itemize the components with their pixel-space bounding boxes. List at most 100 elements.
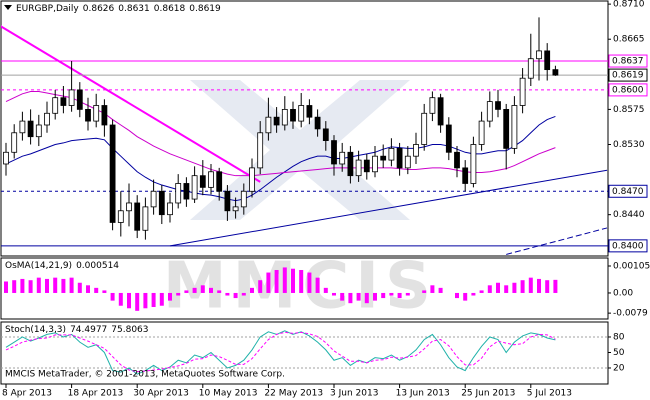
candle-body bbox=[60, 97, 67, 106]
candle-body bbox=[552, 69, 559, 76]
osma-bar bbox=[323, 287, 328, 293]
osma-bar bbox=[12, 280, 17, 293]
level-label-box bbox=[608, 54, 648, 68]
x-tick-label: 30 Apr 2013 bbox=[133, 389, 189, 399]
indicator-name: OsMA(14,21,9) bbox=[5, 261, 72, 271]
panel-content bbox=[1, 17, 608, 255]
candle-body bbox=[76, 89, 83, 110]
y-tick-label: 0.8530 bbox=[613, 140, 645, 150]
indicator-value: 0.8618 bbox=[154, 4, 186, 14]
osma-bar bbox=[405, 292, 410, 296]
x-tick-label: 13 Jun 2013 bbox=[396, 389, 450, 399]
osma-bar bbox=[20, 278, 25, 293]
candle-body bbox=[478, 120, 485, 145]
osma-bar bbox=[545, 280, 550, 293]
candle-body bbox=[404, 155, 411, 169]
osma-bar bbox=[110, 292, 115, 301]
candle-body bbox=[109, 124, 116, 223]
y-tick-label: 20 bbox=[613, 363, 625, 373]
osma-bar bbox=[348, 292, 353, 304]
osma-bar bbox=[151, 292, 156, 308]
osma-bar bbox=[225, 292, 230, 296]
osma-bar bbox=[102, 290, 107, 293]
candle-body bbox=[117, 210, 124, 223]
osma-bar bbox=[455, 292, 459, 299]
candle-body bbox=[339, 151, 346, 165]
candle-body bbox=[503, 108, 510, 149]
candle-body bbox=[462, 167, 469, 184]
candle-body bbox=[536, 50, 542, 60]
candle-body bbox=[273, 116, 280, 126]
candle-body bbox=[216, 171, 223, 192]
osma-bar bbox=[266, 272, 271, 293]
x-tick-label: 8 Apr 2013 bbox=[2, 389, 52, 399]
candle-body bbox=[314, 116, 321, 130]
candle-body bbox=[19, 120, 26, 134]
osma-bar bbox=[422, 290, 427, 293]
candle-body bbox=[175, 183, 182, 204]
indicator-value: 0.8619 bbox=[189, 4, 221, 14]
candle-body bbox=[27, 120, 34, 138]
indicator-title: EURGBP,Daily 0.8626 0.8631 0.8618 0.8619 bbox=[16, 4, 221, 14]
candle-body bbox=[142, 206, 149, 231]
osma-bar bbox=[77, 282, 82, 293]
y-tick-label: 0.8440 bbox=[613, 210, 645, 220]
y-tick-label: 80 bbox=[613, 332, 625, 342]
level-label: 0.8600 bbox=[612, 85, 644, 95]
level-label-box bbox=[608, 83, 648, 97]
footer: MMCIS MetaTrader, © 2001-2013, MetaQuote… bbox=[5, 370, 285, 380]
candle-body bbox=[11, 132, 18, 153]
candle-body bbox=[306, 105, 313, 118]
candle-body bbox=[413, 144, 419, 157]
osma-bar bbox=[94, 287, 99, 293]
osma-bar bbox=[479, 290, 484, 293]
candle-body bbox=[421, 112, 428, 145]
indicator-value: 74.4977 bbox=[70, 325, 107, 335]
x-tick-label: 22 May 2013 bbox=[264, 389, 323, 399]
candle-body bbox=[101, 105, 108, 126]
level-label-box bbox=[608, 239, 648, 253]
candle-body bbox=[208, 171, 214, 188]
x-tick-label: 5 Jul 2013 bbox=[527, 389, 572, 399]
main-panel bbox=[0, 0, 609, 257]
candle-body bbox=[445, 124, 452, 153]
candle-body bbox=[363, 159, 370, 173]
y-tick-label: 0.001057 bbox=[613, 261, 650, 271]
candle-body bbox=[519, 77, 526, 106]
candle-body bbox=[544, 50, 551, 71]
watermark: MMCIS bbox=[163, 250, 437, 324]
candle-body bbox=[35, 124, 42, 138]
y-tick-label: 0.8710 bbox=[613, 0, 645, 10]
osma-bar bbox=[430, 285, 435, 293]
osma-bar bbox=[86, 285, 90, 293]
osma-bar bbox=[250, 287, 254, 293]
osma-bar bbox=[512, 282, 517, 293]
osma-bar bbox=[340, 292, 345, 301]
panel-content bbox=[4, 267, 558, 311]
candle-body bbox=[486, 101, 493, 122]
candle-body bbox=[3, 151, 9, 165]
candle-body bbox=[191, 175, 198, 200]
indicator-value: 0.8626 bbox=[83, 4, 115, 14]
osma-bar bbox=[192, 287, 197, 293]
osma-bar bbox=[45, 278, 49, 293]
candle-body bbox=[347, 151, 354, 177]
x-tick-label: 10 May 2013 bbox=[199, 389, 258, 399]
current-price-box bbox=[608, 68, 648, 82]
menu-arrow[interactable] bbox=[4, 5, 12, 10]
y-tick-label: 0.8575 bbox=[613, 105, 645, 115]
y-tick-label: 50 bbox=[613, 348, 625, 358]
watermark-logo bbox=[190, 80, 410, 220]
osma-bar bbox=[200, 285, 205, 293]
candle-body bbox=[68, 89, 75, 106]
osma-bar bbox=[209, 287, 213, 293]
candle-body bbox=[495, 101, 501, 110]
y-tick-label: 0.00 bbox=[613, 288, 633, 298]
candle-body bbox=[470, 144, 477, 184]
candle-body bbox=[232, 206, 239, 212]
candle-body bbox=[298, 105, 305, 122]
osma-bar bbox=[389, 292, 394, 296]
